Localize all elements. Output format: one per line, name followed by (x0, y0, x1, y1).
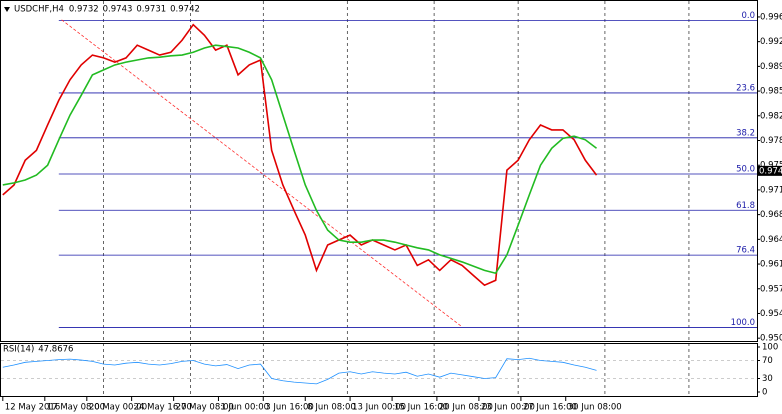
x-tick-label: 1 Jun 00:00 (220, 403, 269, 413)
rsi-line (2, 357, 597, 385)
ohlc-value: 0.9743 (103, 5, 133, 15)
rsi-tick-label: 0 (762, 388, 767, 398)
fibo-label: 61.8 (736, 201, 755, 211)
x-tick-label: 20 May 00:00 (89, 403, 147, 413)
fibo-label: 76.4 (736, 246, 755, 256)
x-tick-label: 13 Jun 00:00 (352, 403, 406, 413)
fibo-label: 50.0 (736, 165, 755, 175)
ohlc-value: 0.9731 (136, 5, 166, 15)
fibo-label: 0.0 (741, 11, 755, 21)
fibo-label: 23.6 (736, 83, 755, 93)
x-tick-label: 8 Jun 08:00 (307, 403, 356, 413)
rsi-tick-label: 30 (762, 374, 773, 384)
ohlc-value: 0.9732 (69, 5, 99, 15)
y-tick-label: 0.9715 (760, 185, 782, 195)
x-tick-label: 23 Jun 00:00 (481, 403, 535, 413)
rsi-value: 47.8676 (38, 345, 73, 355)
x-tick-label: 20 Jun 08:00 (439, 403, 493, 413)
main-panel (0, 0, 758, 342)
symbol: USDCHF,H4 (14, 5, 64, 15)
x-tick-label: 3 Jun 16:00 (265, 403, 314, 413)
y-tick-label: 0.9925 (760, 37, 782, 47)
y-tick-label: 0.9575 (760, 284, 782, 294)
last-price: 0.9742 (759, 166, 782, 176)
last-price-box (757, 165, 782, 176)
fibo-label: 38.2 (736, 128, 755, 138)
y-tick-label: 0.9785 (760, 136, 782, 146)
x-tick-label: 24 May 16:00 (134, 403, 192, 413)
rsi-tick-label: 100 (762, 343, 778, 353)
rsi-panel (0, 343, 758, 397)
y-tick-label: 0.9505 (760, 334, 782, 344)
x-tick-label: 17 May 08:00 (47, 403, 105, 413)
x-tick-label: 27 May 08:00 (176, 403, 234, 413)
trendline (61, 19, 463, 328)
price-line (2, 23, 598, 287)
y-tick-label: 0.9855 (760, 87, 782, 97)
fibo-label: 100.0 (731, 318, 755, 328)
ohlc-value: 0.9742 (170, 5, 200, 15)
symbol-icon (4, 7, 10, 12)
rsi-title: RSI(14) (3, 345, 34, 355)
y-tick-label: 0.9645 (760, 235, 782, 245)
x-tick-label: 30 Jun 08:00 (568, 403, 622, 413)
price-line (2, 44, 598, 275)
rsi-tick-label: 70 (762, 356, 773, 366)
x-tick-label: 15 Jun 16:00 (394, 403, 448, 413)
x-tick-label: 12 May 2016 (5, 403, 60, 413)
x-tick-label: 27 Jun 16:00 (523, 403, 577, 413)
